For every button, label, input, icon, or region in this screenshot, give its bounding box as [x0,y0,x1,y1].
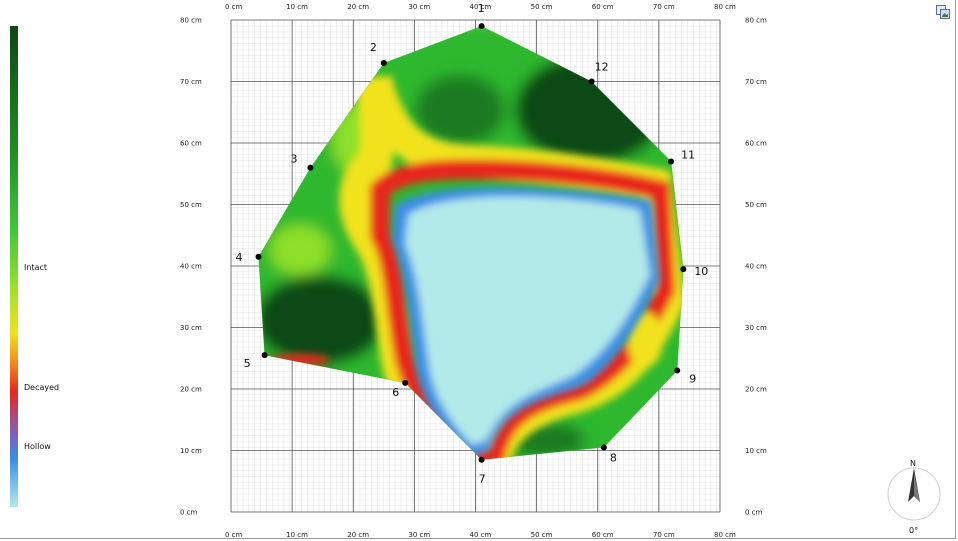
measurement-point-label: 7 [479,473,486,486]
x-tick-label-bottom: 80 cm [714,531,736,539]
x-tick-label-bottom: 70 cm [653,531,675,539]
x-tick-label-bottom: 0 cm [225,531,243,539]
measurement-point-label: 8 [610,451,617,464]
y-tick-label-left: 0 cm [180,509,198,517]
measurement-point-label: 2 [370,41,377,54]
x-tick-label-top: 70 cm [653,3,675,11]
x-axis-bottom: 0 cm 10 cm 20 cm 30 cm 40 cm 50 cm 60 cm 70 cm 8… [225,531,736,539]
x-tick-label-bottom: 30 cm [408,531,430,539]
measurement-point-label: 12 [595,61,609,74]
x-tick-label-bottom: 10 cm [286,531,308,539]
export-image-button[interactable] [936,4,950,19]
color-legend: Intact Decayed Hollow [10,26,59,507]
measurement-point-5 [261,352,268,359]
y-tick-label-left: 40 cm [180,263,202,271]
y-tick-label-left: 20 cm [180,386,202,394]
measurement-point-label: 11 [681,148,695,161]
legend-label-intact: Intact [24,263,47,272]
x-tick-label-top: 80 cm [714,3,736,11]
y-axis-right: 0 cm 10 cm 20 cm 30 cm 40 cm 50 cm 60 cm 70 cm 8… [745,17,767,517]
x-tick-label-top: 60 cm [592,3,614,11]
measurement-point-8 [600,444,607,451]
x-axis-top: 0 cm 10 cm 20 cm 30 cm 40 cm 50 cm 60 cm 70 cm 8… [225,3,736,11]
compass-angle-label: 0° [909,526,918,535]
y-tick-label-right: 50 cm [745,201,767,209]
measurement-point-label: 9 [689,373,696,386]
y-tick-label-left: 60 cm [180,140,202,148]
x-tick-label-top: 40 cm [470,3,492,11]
legend-label-hollow: Hollow [24,442,51,451]
measurement-point-2 [380,60,387,67]
measurement-point-label: 3 [290,153,297,166]
x-tick-label-bottom: 50 cm [531,531,553,539]
measurement-point-9 [674,367,681,374]
y-tick-label-right: 40 cm [745,263,767,271]
y-tick-label-right: 70 cm [745,78,767,86]
measurement-point-3 [307,164,314,171]
measurement-point-11 [668,158,675,165]
measurement-point-label: 5 [244,357,251,370]
y-tick-label-right: 60 cm [745,140,767,148]
measurement-point-1 [478,23,485,30]
y-tick-label-right: 80 cm [745,17,767,25]
x-tick-label-top: 50 cm [531,3,553,11]
x-tick-label-top: 0 cm [225,3,243,11]
y-tick-label-left: 80 cm [180,17,202,25]
measurement-point-label: 10 [694,265,708,278]
compass: N 0° [887,459,941,535]
measurement-point-4 [255,253,262,260]
measurement-point-6 [402,379,409,386]
y-tick-label-left: 10 cm [180,447,202,455]
y-tick-label-right: 10 cm [745,447,767,455]
y-tick-label-right: 30 cm [745,324,767,332]
x-tick-label-top: 20 cm [347,3,369,11]
legend-label-decayed: Decayed [24,383,59,392]
compass-north-label: N [910,459,916,468]
copy-image-icon [936,5,950,19]
y-tick-label-left: 30 cm [180,324,202,332]
measurement-point-10 [680,266,687,273]
y-tick-label-left: 50 cm [180,201,202,209]
measurement-point-12 [588,78,595,85]
x-tick-label-top: 30 cm [408,3,430,11]
x-tick-label-bottom: 60 cm [592,531,614,539]
y-axis-left: 0 cm 10 cm 20 cm 30 cm 40 cm 50 cm 60 cm 70 cm 8… [180,17,202,517]
measurement-point-label: 4 [236,251,243,264]
legend-colorbar [10,26,18,507]
y-tick-label-right: 20 cm [745,386,767,394]
x-tick-label-bottom: 20 cm [347,531,369,539]
y-tick-label-right: 0 cm [745,509,763,517]
x-tick-label-bottom: 40 cm [470,531,492,539]
y-tick-label-left: 70 cm [180,78,202,86]
measurement-point-7 [478,456,485,463]
x-tick-label-top: 10 cm [286,3,308,11]
measurement-point-label: 1 [478,2,485,15]
measurement-point-label: 6 [392,386,399,399]
